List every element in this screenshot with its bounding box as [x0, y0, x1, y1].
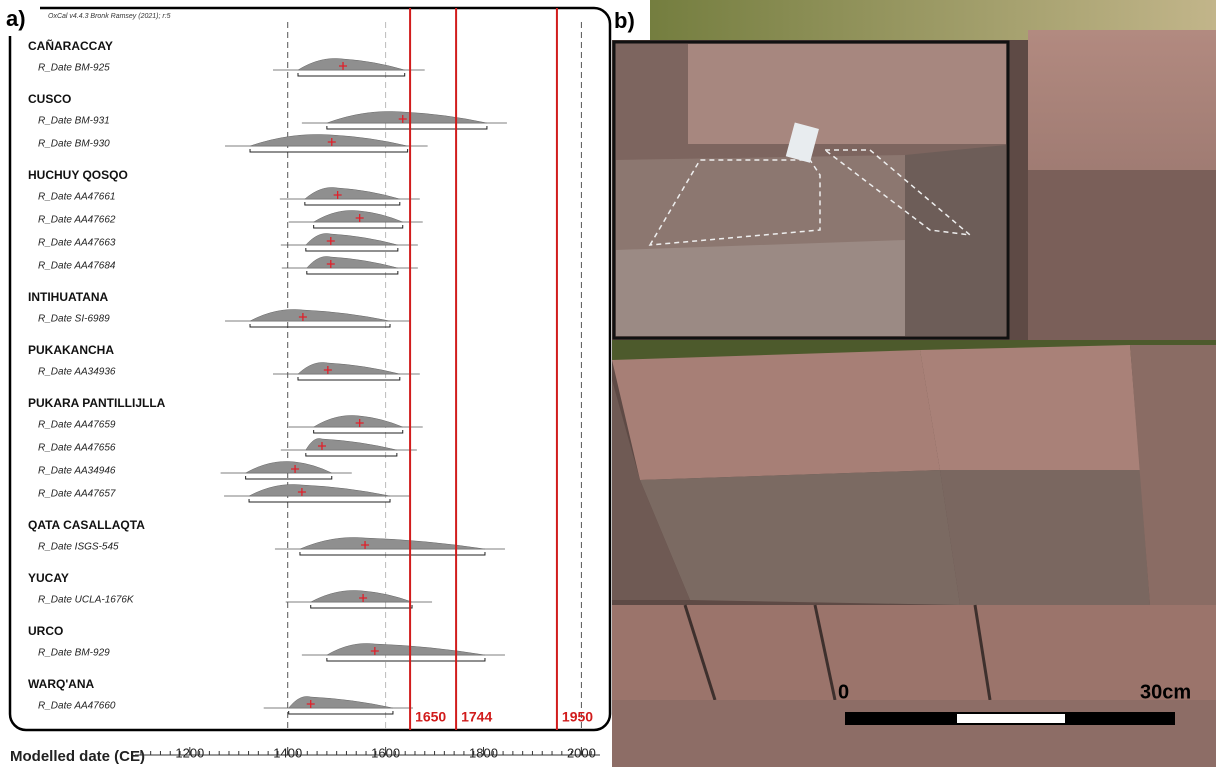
x-tick-label: 1600 [371, 745, 400, 760]
group-name: QATA CASALLAQTA [28, 518, 145, 532]
x-tick-label: 1200 [175, 745, 204, 760]
distribution [249, 309, 391, 322]
group-name: CUSCO [28, 92, 71, 106]
range-bracket [310, 605, 413, 609]
range-bracket [288, 711, 394, 715]
distribution [310, 590, 413, 603]
distribution [306, 256, 398, 269]
range-bracket [245, 476, 333, 480]
reference-label: 1650 [415, 709, 446, 725]
median-cross [298, 313, 307, 321]
date-label: R_Date BM-925 [38, 63, 110, 74]
distribution [299, 537, 486, 550]
scale-label: 0 [838, 681, 849, 703]
median-cross [359, 594, 368, 602]
header: OxCal v4.4.3 Bronk Ramsey (2021); r:5 [48, 13, 171, 20]
panel-label: a) [6, 6, 26, 31]
group-name: CAÑARACCAY [28, 38, 113, 53]
x-tick-label: 1800 [469, 745, 498, 760]
range-bracket [249, 149, 409, 153]
median-cross [361, 541, 370, 549]
range-bracket [297, 377, 401, 381]
range-bracket [299, 552, 486, 556]
distribution [297, 58, 405, 71]
distribution [305, 438, 397, 451]
photo: b) 0 30cm [612, 0, 1216, 767]
scale-label: 30cm [1140, 681, 1191, 703]
range-bracket [305, 248, 399, 252]
range-bracket [313, 430, 404, 434]
distribution [297, 362, 400, 375]
range-bracket [306, 271, 399, 275]
date-label: R_Date BM-929 [38, 648, 110, 659]
date-label: R_Date ISGS-545 [38, 542, 119, 553]
x-axis-label: Modelled date (CE) [10, 748, 145, 765]
date-label: R_Date AA47659 [38, 420, 116, 431]
median-cross [355, 419, 364, 427]
date-label: R_Date AA47661 [38, 192, 115, 203]
distribution [248, 484, 391, 497]
distribution [312, 210, 403, 223]
distribution [326, 111, 487, 124]
date-label: R_Date AA47657 [38, 489, 116, 500]
group-name: PUKARA PANTILLIJLLA [28, 396, 166, 410]
group-name: YUCAY [28, 571, 69, 585]
range-bracket [297, 73, 406, 77]
group-name: INTIHUATANA [28, 290, 109, 304]
date-label: R_Date UCLA-1676K [38, 595, 135, 606]
range-bracket [326, 126, 488, 130]
range-bracket [249, 324, 391, 328]
median-cross [326, 237, 335, 245]
date-label: R_Date AA47663 [38, 238, 116, 249]
date-label: R_Date BM-930 [38, 139, 110, 150]
range-bracket [248, 499, 391, 503]
median-cross [355, 214, 364, 222]
date-label: R_Date AA34936 [38, 367, 116, 378]
distribution [304, 187, 400, 200]
median-cross [291, 465, 300, 473]
x-tick-label: 2000 [567, 745, 596, 760]
range-bracket [326, 658, 486, 662]
median-cross [326, 260, 335, 268]
reference-label: 1744 [461, 709, 492, 725]
range-bracket [313, 225, 404, 229]
median-cross [317, 442, 326, 450]
group-name: WARQ'ANA [28, 677, 95, 691]
distribution [325, 643, 486, 656]
date-label: R_Date AA47660 [38, 701, 116, 712]
group-name: HUCHUY QOSQO [28, 168, 128, 182]
median-cross [339, 62, 348, 70]
median-cross [323, 366, 332, 374]
distribution [249, 134, 408, 147]
median-cross [327, 138, 336, 146]
panel-label: b) [614, 8, 635, 33]
range-bracket [305, 453, 398, 457]
date-label: R_Date BM-931 [38, 116, 110, 127]
median-cross [398, 115, 407, 123]
date-label: R_Date SI-6989 [38, 314, 110, 325]
date-label: R_Date AA47684 [38, 261, 116, 272]
reference-label: 1950 [562, 709, 593, 725]
median-cross [297, 488, 306, 496]
x-tick-label: 1400 [273, 745, 302, 760]
distribution [244, 461, 332, 474]
date-label: R_Date AA47656 [38, 443, 116, 454]
group-name: PUKAKANCHA [28, 343, 114, 357]
distribution [288, 696, 394, 709]
range-bracket [304, 202, 401, 206]
date-label: R_Date AA47662 [38, 215, 116, 226]
distribution [305, 233, 398, 246]
date-label: R_Date AA34946 [38, 466, 116, 477]
median-cross [306, 700, 315, 708]
median-cross [370, 647, 379, 655]
group-name: URCO [28, 624, 63, 638]
distribution [312, 415, 403, 428]
median-cross [333, 191, 342, 199]
